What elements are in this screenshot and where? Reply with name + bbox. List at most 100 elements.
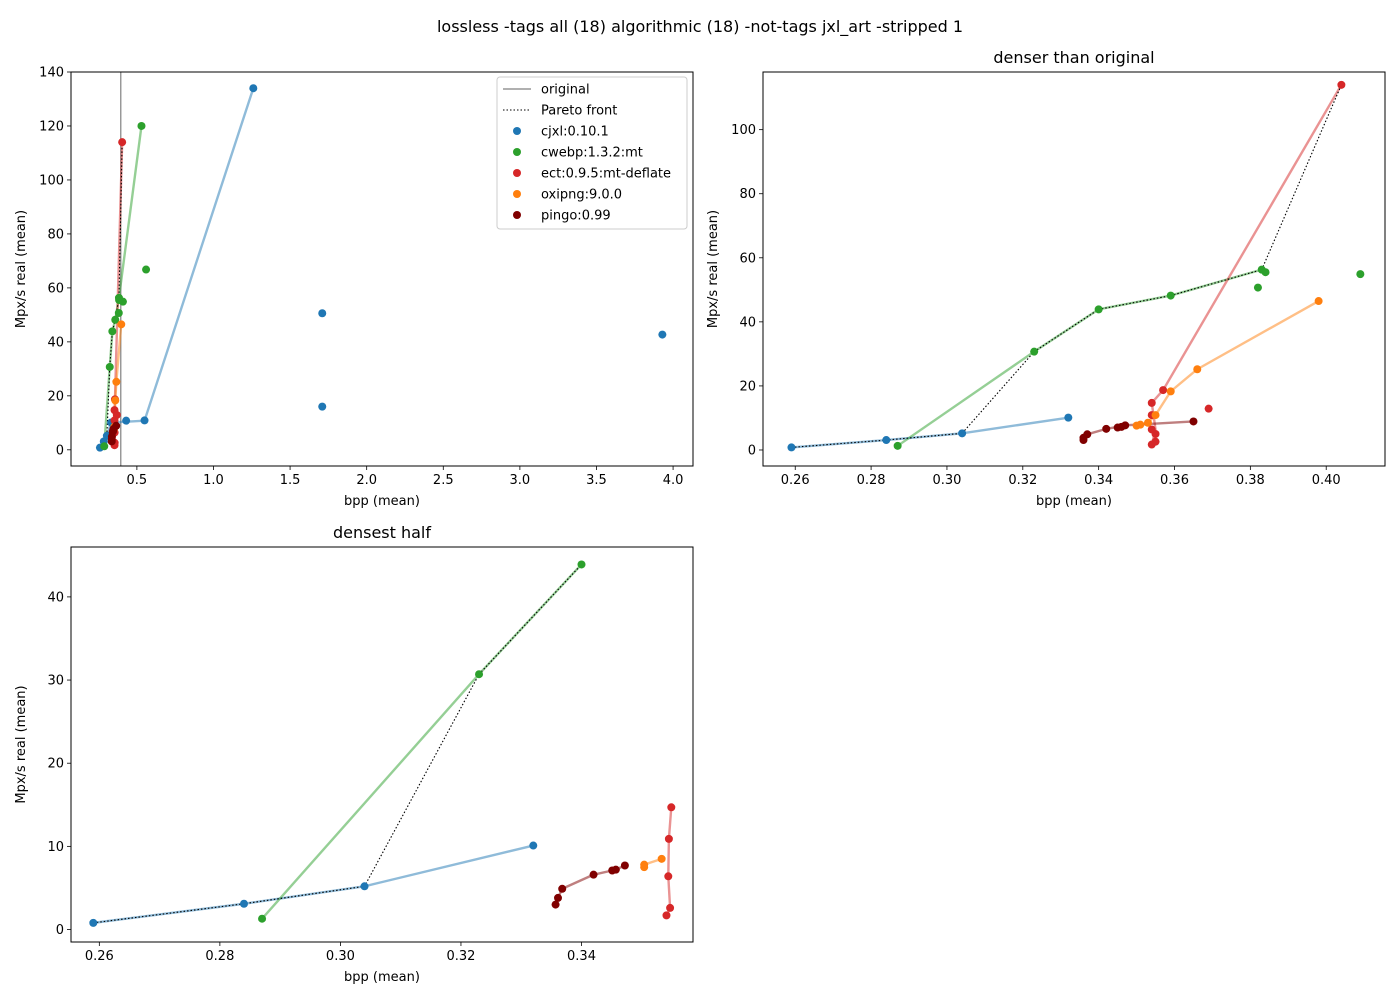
legend: original Pareto front cjxl:0.10.1 cwebp:1.3… (496, 76, 688, 230)
legend-label: ect:0.9.5:mt-deflate (541, 167, 671, 182)
y-tick-label: 120 (39, 119, 64, 134)
figure-suptitle: lossless -tags all (18) algorithmic (18)… (436, 17, 964, 36)
x-tick-label: 3.5 (586, 473, 607, 488)
subplot-title: denser than original (993, 48, 1154, 67)
y-tick-label: 40 (739, 315, 756, 330)
data-point-ect-0-9-5-mt-deflate (1159, 386, 1168, 395)
data-point-oxipng-9-0-0 (1136, 420, 1145, 429)
x-tick-label: 2.0 (356, 473, 377, 488)
x-tick-label: 0.40 (1312, 473, 1341, 488)
data-point-ect-0-9-5-mt-deflate (1204, 404, 1213, 413)
data-point-cwebp-1-3-2-mt (142, 265, 151, 274)
x-tick-label: 0.30 (932, 473, 961, 488)
x-tick-label: 0.26 (85, 949, 114, 964)
y-axis-label: Mpx/s real (mean) (706, 210, 721, 328)
legend-label: pingo:0.99 (541, 209, 611, 224)
x-tick-label: 0.5 (127, 473, 148, 488)
x-axis-label: bpp (mean) (344, 970, 420, 985)
y-tick-label: 60 (47, 281, 64, 296)
x-tick-label: 4.0 (663, 473, 684, 488)
data-point-pingo-0-99 (589, 870, 598, 879)
data-point-cjxl-0-10-1 (1064, 413, 1073, 422)
y-tick-label: 140 (39, 66, 64, 81)
data-point-cwebp-1-3-2-mt (475, 670, 484, 679)
data-point-cjxl-0-10-1 (140, 416, 149, 425)
x-tick-label: 0.28 (205, 949, 234, 964)
y-tick-label: 100 (731, 123, 756, 138)
x-tick-label: 0.32 (446, 949, 475, 964)
data-point-cjxl-0-10-1 (122, 416, 131, 425)
series-line-cwebp-1-3-2-mt (261, 563, 583, 920)
legend-swatch-ect-0-9-5-mt-deflate (513, 169, 521, 177)
legend-swatch-cwebp-1-3-2-mt (513, 148, 521, 156)
y-tick-label: 60 (739, 251, 756, 266)
x-tick-label: 0.34 (1084, 473, 1113, 488)
data-point-ect-0-9-5-mt-deflate (1147, 398, 1156, 407)
data-point-oxipng-9-0-0 (1166, 387, 1175, 396)
x-tick-label: 3.0 (510, 473, 531, 488)
y-axis-label: Mpx/s real (mean) (14, 685, 29, 803)
legend-box (496, 76, 688, 230)
y-tick-label: 10 (47, 840, 64, 855)
pareto-front-line (93, 564, 582, 924)
y-tick-label: 0 (748, 443, 756, 458)
data-point-pingo-0-99 (1189, 417, 1198, 426)
y-tick-label: 0 (56, 923, 64, 938)
data-point-pingo-0-99 (620, 861, 629, 870)
data-point-cjxl-0-10-1 (529, 841, 538, 850)
data-point-ect-0-9-5-mt-deflate (1151, 437, 1160, 446)
x-tick-label: 0.36 (1160, 473, 1189, 488)
data-point-ect-0-9-5-mt-deflate (662, 911, 671, 920)
y-tick-label: 100 (39, 173, 64, 188)
x-tick-label: 0.34 (567, 949, 596, 964)
data-point-oxipng-9-0-0 (1143, 418, 1152, 427)
x-tick-label: 0.26 (781, 473, 810, 488)
data-point-cjxl-0-10-1 (318, 309, 327, 318)
data-point-cwebp-1-3-2-mt (137, 121, 146, 130)
plot-area (787, 80, 1365, 452)
series-line-cjxl-0-10-1 (791, 416, 1069, 449)
data-point-ect-0-9-5-mt-deflate (1147, 425, 1156, 434)
data-point-cjxl-0-10-1 (882, 436, 891, 445)
data-point-cwebp-1-3-2-mt (1094, 305, 1103, 314)
data-point-oxipng-9-0-0 (640, 860, 649, 869)
data-point-cwebp-1-3-2-mt (100, 442, 109, 451)
data-point-pingo-0-99 (611, 865, 620, 874)
plot-area (89, 560, 676, 927)
y-axis-label: Mpx/s real (mean) (14, 210, 29, 328)
data-point-cjxl-0-10-1 (958, 429, 967, 438)
series-line-ect-0-9-5-mt-deflate (1150, 84, 1343, 445)
data-point-pingo-0-99 (553, 893, 562, 902)
data-point-cwebp-1-3-2-mt (1356, 270, 1365, 279)
subplot-1: 0.5 1.0 1.5 2.0 2.5 3.0 3.5 4.0 0 20 40 60 80 100 120 1… (14, 66, 694, 509)
data-point-cjxl-0-10-1 (318, 402, 327, 411)
y-tick-label: 0 (56, 443, 64, 458)
x-axis-label: bpp (mean) (1036, 494, 1112, 509)
x-tick-label: 1.5 (280, 473, 301, 488)
axes-frame (762, 71, 1386, 467)
y-tick-label: 80 (47, 227, 64, 242)
data-point-oxipng-9-0-0 (1193, 365, 1202, 374)
y-tick-label: 20 (739, 379, 756, 394)
legend-label: Pareto front (541, 104, 617, 119)
pareto-front-line (791, 84, 1342, 448)
series-line-cjxl-0-10-1 (93, 844, 534, 925)
data-point-oxipng-9-0-0 (657, 854, 666, 863)
data-point-oxipng-9-0-0 (1151, 411, 1160, 420)
y-tick-label: 30 (47, 674, 64, 689)
data-point-ect-0-9-5-mt-deflate (666, 903, 675, 912)
data-point-cwebp-1-3-2-mt (111, 315, 120, 324)
data-point-cjxl-0-10-1 (89, 918, 98, 927)
data-point-ect-0-9-5-mt-deflate (664, 872, 673, 881)
series-line-cwebp-1-3-2-mt (896, 268, 1263, 447)
data-point-ect-0-9-5-mt-deflate (112, 410, 121, 419)
x-axis-label: bpp (mean) (344, 494, 420, 509)
legend-label: oxipng:9.0.0 (541, 188, 622, 203)
legend-label: cjxl:0.10.1 (541, 125, 609, 140)
x-tick-label: 0.30 (326, 949, 355, 964)
y-tick-label: 80 (739, 187, 756, 202)
data-point-cwebp-1-3-2-mt (1166, 291, 1175, 300)
series-line-oxipng-9-0-0 (1136, 299, 1320, 427)
legend-label: cwebp:1.3.2:mt (541, 146, 643, 161)
